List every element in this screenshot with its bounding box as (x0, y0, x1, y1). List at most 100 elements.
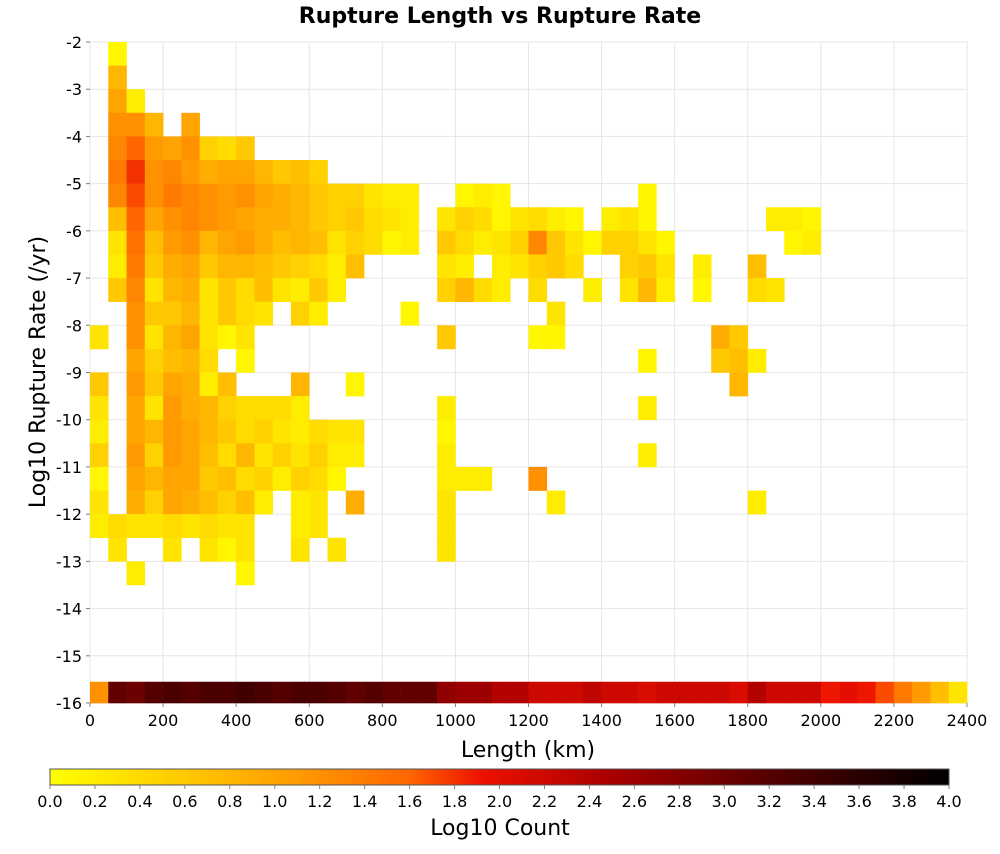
heatmap-cell (90, 443, 109, 468)
heatmap-cell (236, 325, 255, 350)
heatmap-cell (638, 183, 657, 208)
heatmap-cell (217, 537, 237, 562)
heatmap-cell (766, 207, 785, 232)
heatmap-cell (108, 254, 127, 279)
heatmap-cell (473, 207, 493, 232)
heatmap-cell (126, 160, 146, 184)
heatmap-cell (236, 681, 255, 704)
heatmap-cell (254, 230, 274, 255)
heatmap-cell (144, 466, 164, 491)
heatmap-cell (437, 396, 456, 421)
y-tick-label: -2 (66, 33, 82, 52)
heatmap-cell (455, 466, 474, 491)
heatmap-cell (126, 348, 146, 373)
heatmap-cell (455, 681, 474, 704)
heatmap-cell (692, 681, 712, 704)
y-tick-label: -8 (66, 316, 82, 335)
x-tick-label: 1000 (435, 711, 476, 730)
x-axis-ticks: 0 200 400 600 800 1000 1200 1400 1600 1800 2000 220… (85, 703, 987, 730)
colorbar-tick-label: 1.0 (262, 792, 287, 811)
heatmap-cell (236, 396, 255, 421)
heatmap-cell (290, 230, 310, 255)
heatmap-cell (144, 348, 164, 373)
colorbar-tick-label: 1.6 (397, 792, 422, 811)
heatmap-cell (199, 278, 219, 302)
heatmap-cell (181, 419, 200, 444)
heatmap-cell (144, 136, 164, 161)
heatmap-cell (638, 681, 657, 704)
heatmap-cell (272, 466, 292, 491)
x-tick-label: 1400 (581, 711, 622, 730)
heatmap-cell (236, 136, 255, 161)
heatmap-cell (254, 207, 274, 232)
heatmap-cell (345, 681, 365, 704)
heatmap-cell (126, 230, 146, 255)
heatmap-cell (144, 419, 164, 444)
y-tick-label: -16 (56, 694, 82, 713)
heatmap-cell (912, 681, 931, 704)
colorbar-tick-label: 2.4 (577, 792, 602, 811)
heatmap-cell (126, 396, 146, 421)
heatmap-cell (163, 443, 182, 468)
heatmap-cell (364, 207, 383, 232)
heatmap-cell (455, 254, 474, 279)
heatmap-cell (236, 443, 255, 468)
heatmap-cell (199, 207, 219, 232)
heatmap-cell (437, 681, 456, 704)
heatmap-cell (181, 466, 200, 491)
heatmap-cell (126, 112, 146, 137)
heatmap-cell (181, 325, 200, 350)
heatmap-cell (601, 230, 621, 255)
colorbar-tick-label: 3.0 (712, 792, 737, 811)
heatmap-cell (144, 254, 164, 279)
heatmap-cell (254, 466, 274, 491)
heatmap-cell (437, 207, 456, 232)
heatmap-cell (839, 681, 858, 704)
heatmap-cell (546, 301, 566, 326)
heatmap-cell (510, 207, 529, 232)
heatmap-cell (144, 207, 164, 232)
x-tick-label: 800 (367, 711, 398, 730)
colorbar-tick-label: 0.8 (217, 792, 242, 811)
heatmap-cell (601, 207, 621, 232)
heatmap-cell (455, 207, 474, 232)
heatmap-cell (272, 419, 292, 444)
heatmap-cell (217, 301, 237, 326)
heatmap-cell (455, 183, 474, 208)
heatmap-cell (126, 207, 146, 232)
heatmap-cell (108, 42, 127, 66)
heatmap-cell (126, 561, 146, 586)
heatmap-cell (217, 230, 237, 255)
heatmap-cell (729, 325, 749, 350)
heatmap-cell (272, 681, 292, 704)
heatmap-cell (163, 514, 182, 539)
heatmap-cell (290, 183, 310, 208)
colorbar-label: Log10 Count (430, 816, 570, 841)
heatmap-cell (181, 230, 200, 255)
heatmap-cell (254, 278, 274, 302)
heatmap-cell (473, 230, 493, 255)
heatmap-cell (144, 278, 164, 302)
y-tick-label: -11 (56, 458, 82, 477)
heatmap-cell (309, 490, 328, 515)
chart-title: Rupture Length vs Rupture Rate (299, 4, 701, 29)
heatmap-cell (217, 419, 237, 444)
heatmap-cell (437, 443, 456, 468)
heatmap-cell (90, 419, 109, 444)
colorbar-tick-label: 3.4 (801, 792, 826, 811)
heatmap-cell (236, 561, 255, 586)
heatmap-cell (290, 514, 310, 539)
heatmap-cell (437, 466, 456, 491)
heatmap-cell (181, 136, 200, 161)
y-tick-label: -12 (56, 505, 82, 524)
y-tick-label: -7 (66, 269, 82, 288)
heatmap-cell (309, 230, 328, 255)
heatmap-cell (857, 681, 876, 704)
colorbar-tick-label: 4.0 (936, 792, 961, 811)
heatmap-cell (309, 254, 328, 279)
heatmap-cell (254, 301, 274, 326)
heatmap-cell (656, 254, 675, 279)
heatmap-cell (437, 490, 456, 515)
